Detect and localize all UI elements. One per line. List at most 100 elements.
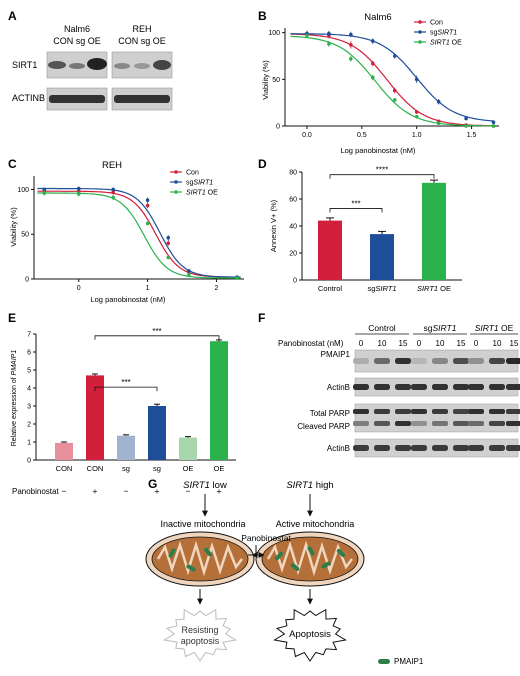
data-point [436, 121, 441, 125]
blot-a-row-sirt1: SIRT1 [12, 60, 37, 70]
x-category-label: Control [318, 284, 343, 293]
pmaip1-mark [186, 564, 196, 572]
blot-a-cellline-2: REH [132, 24, 151, 34]
blot-band [114, 63, 130, 69]
x-category-label: SIRT1 OE [417, 284, 451, 293]
legend-marker [418, 30, 422, 34]
bar [422, 182, 446, 280]
blot-f-group-label: Control [368, 323, 396, 333]
blot-band [506, 384, 520, 390]
data-point [187, 272, 191, 277]
blot-band [374, 421, 390, 426]
chart-e-ylabel: Relative expression of PMAIP1 [11, 350, 18, 447]
x-tick-label: 1 [146, 285, 150, 292]
blot-f-treatment-label: Panobinostat (nM) [278, 339, 344, 348]
y-tick-label: 40 [289, 224, 297, 231]
data-point [392, 98, 397, 102]
y-tick-label: 50 [21, 232, 29, 239]
legend-label: sgSIRT1 [430, 30, 457, 37]
x-category-label: sg [153, 464, 161, 473]
g-left-mitochondrion [145, 531, 255, 587]
blot-band [411, 358, 427, 364]
g-right-top: SIRT1 high [286, 480, 333, 491]
treatment-sign: + [217, 486, 222, 496]
g-legend-label: PMAIP1 [394, 657, 424, 666]
y-tick-label: 1 [27, 440, 31, 447]
pmaip1-mark [204, 547, 212, 557]
data-point [145, 203, 150, 208]
blot-band [432, 421, 448, 426]
blot-a-row-actinb: ACTINB [12, 93, 45, 103]
bar [117, 435, 135, 460]
bar [86, 375, 104, 460]
x-category-label-part: SIRT1 [417, 284, 438, 293]
legend-marker [174, 190, 178, 194]
blot-band [453, 384, 469, 390]
chart-e-plot: 0 1 2 3 4 5 6 7 CON − CON + sg − sg + OE − OE + *** *** [27, 327, 236, 496]
data-point [111, 190, 115, 194]
blot-band [353, 409, 369, 414]
treatment-sign: + [155, 486, 160, 496]
data-point [392, 88, 397, 93]
data-point [76, 192, 81, 196]
significance-stars: *** [121, 378, 130, 387]
x-tick-label: 1.5 [467, 132, 477, 139]
chart-e-ylabel-italic: PMAIP1 [11, 350, 18, 376]
blot-a-lanes-2: CON sg OE [118, 36, 166, 46]
blot-a-cellline-1: Nalm6 [64, 24, 90, 34]
data-point [111, 195, 115, 200]
blot-f-dose: 15 [510, 339, 519, 348]
legend-label-part: SIRT1 [430, 40, 450, 47]
blot-band [489, 409, 505, 414]
data-point [464, 124, 468, 128]
blot-band [395, 358, 411, 364]
panel-letter-c: C [8, 157, 17, 171]
panel-g: G SIRT1 low SIRT1 high Inactive mitochon… [145, 477, 424, 666]
x-tick-label: 0 [77, 285, 81, 292]
legend-label: SIRT1 OE [430, 40, 462, 47]
chart-c-ylabel: Viability (%) [9, 207, 18, 247]
pmaip1-mark [168, 548, 176, 558]
blot-f-dose: 10 [378, 339, 387, 348]
x-category-label: CON [87, 464, 104, 473]
blot-band [374, 409, 390, 414]
g-left-pmaip1-marks [168, 547, 212, 572]
x-category-label: sgSIRT1 [367, 284, 396, 293]
data-point [166, 241, 171, 245]
significance-bracket [94, 335, 220, 340]
blot-band [489, 384, 505, 390]
panel-letter-f: F [258, 311, 265, 325]
blot-band [87, 58, 107, 70]
blot-f-group-label-part: SIRT1 [475, 323, 499, 333]
data-point [370, 75, 375, 80]
g-left-outcome-1: Resisting [181, 625, 218, 635]
data-point [76, 186, 81, 191]
panel-e: E 0 1 2 3 4 5 6 7 CON − CON + sg − sg + OE − OE + *** *** Rel… [8, 311, 236, 496]
data-point [464, 116, 468, 121]
blot-band [453, 445, 469, 451]
chart-c-title: REH [102, 160, 122, 171]
y-tick-label: 0 [25, 277, 29, 284]
chart-b-xlabel: Log panobinostat (nM) [340, 146, 416, 155]
series-line-2 [290, 35, 494, 127]
blot-a-lanes-1: CON sg OE [53, 36, 101, 46]
data-point [349, 57, 353, 61]
significance-stars: *** [351, 199, 360, 208]
legend-label-part: SIRT1 [186, 190, 206, 197]
blot-band [374, 384, 390, 390]
blot-band [411, 409, 427, 414]
y-tick-label: 50 [272, 77, 280, 84]
g-center-label: Panobinostat [241, 533, 291, 543]
data-point [305, 33, 309, 38]
legend-label: Con [430, 20, 443, 27]
y-tick-label: 0 [276, 124, 280, 131]
significance-stars: **** [376, 166, 388, 175]
g-right-burst [273, 608, 347, 662]
treatment-sign: − [124, 486, 129, 496]
legend-label: SIRT1 OE [186, 190, 218, 197]
legend-label-part: SIRT1 [193, 180, 213, 187]
blot-band [353, 358, 369, 364]
